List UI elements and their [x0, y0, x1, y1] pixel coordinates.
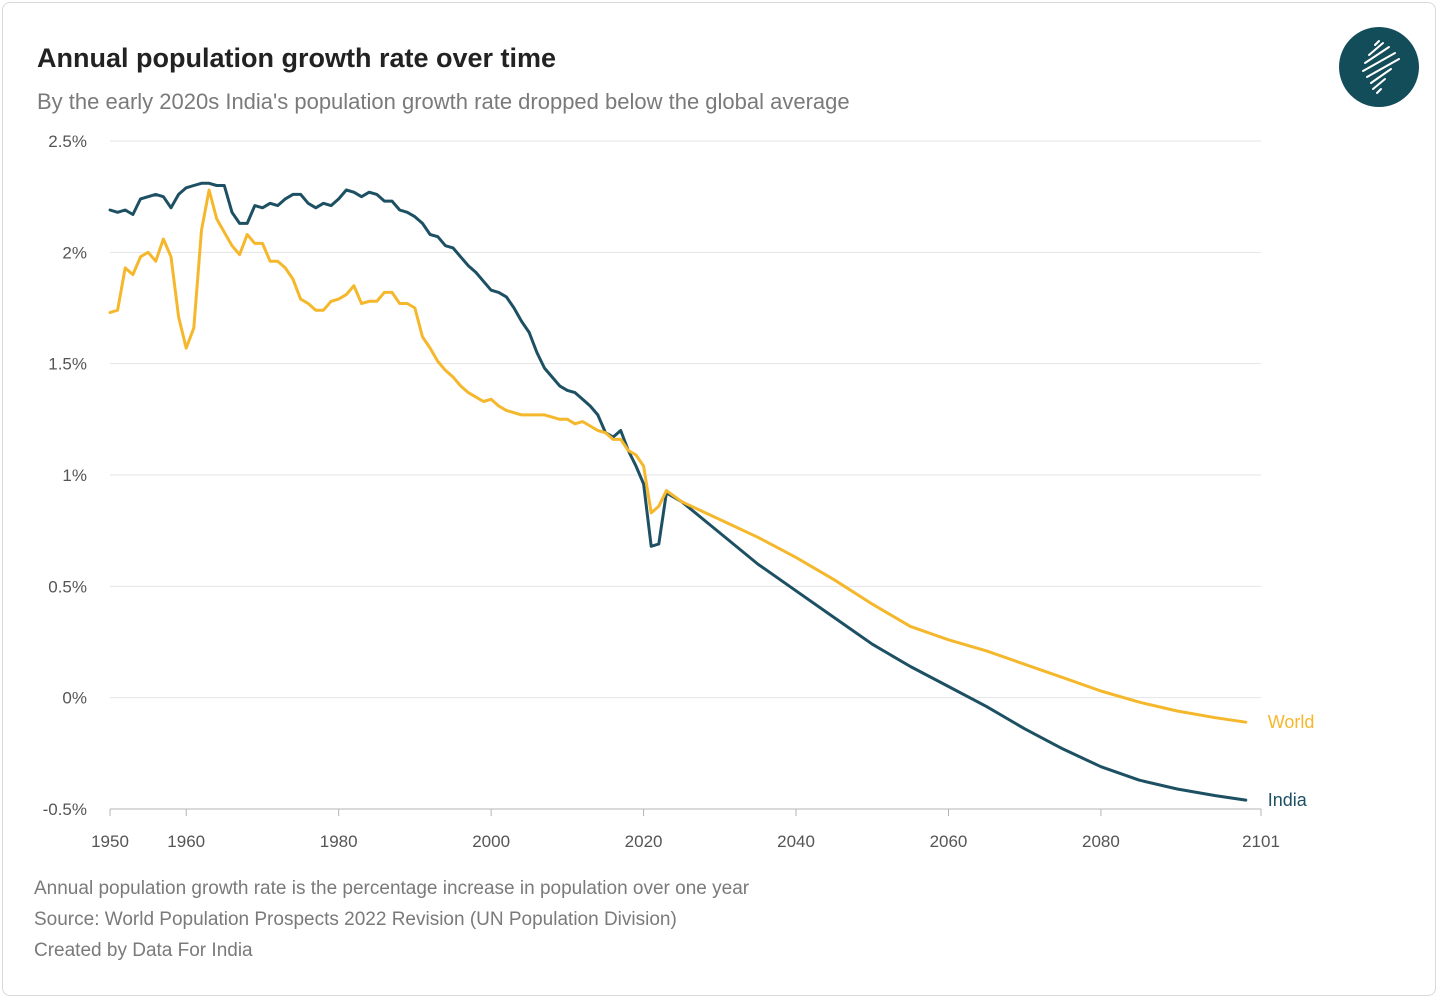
- series-label-world: World: [1268, 712, 1315, 732]
- x-tick-label: 2000: [472, 832, 510, 851]
- x-tick-label: 2101: [1242, 832, 1280, 851]
- x-tick-label: 2080: [1082, 832, 1120, 851]
- y-tick-label: 0%: [62, 689, 87, 708]
- footnote-definition: Annual population growth rate is the per…: [34, 878, 750, 899]
- footnote-credit: Created by Data For India: [34, 940, 253, 961]
- y-tick-label: 0.5%: [48, 577, 87, 596]
- y-tick-label: -0.5%: [43, 800, 87, 819]
- footnote-source: Source: World Population Prospects 2022 …: [34, 909, 677, 930]
- india-map-icon[interactable]: [1339, 27, 1419, 107]
- y-tick-label: 2%: [62, 243, 87, 262]
- x-tick-label: 2040: [777, 832, 815, 851]
- series-line-world: [108, 188, 1248, 724]
- y-tick-label: 2.5%: [48, 132, 87, 151]
- x-tick-label: 1950: [91, 832, 129, 851]
- x-tick-label: 1960: [167, 832, 205, 851]
- chart-title: Annual population growth rate over time: [37, 43, 557, 73]
- y-tick-label: 1.5%: [48, 355, 87, 374]
- chart-subtitle: By the early 2020s India's population gr…: [37, 89, 850, 114]
- series-label-india: India: [1268, 790, 1308, 810]
- y-tick-label: 1%: [62, 466, 87, 485]
- x-tick-label: 1980: [320, 832, 358, 851]
- series-line-india: [108, 181, 1248, 802]
- x-tick-label: 2020: [625, 832, 663, 851]
- x-tick-label: 2060: [930, 832, 968, 851]
